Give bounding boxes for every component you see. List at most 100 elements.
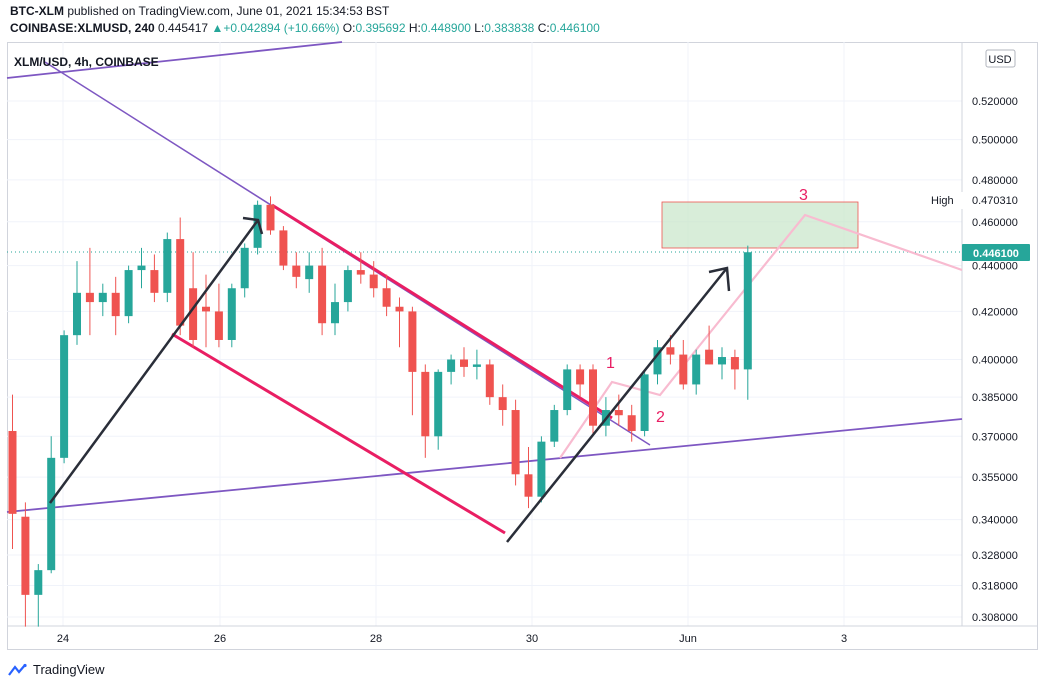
close-value: 0.446100 [549, 21, 600, 35]
candle-body[interactable] [111, 292, 120, 317]
arrow-head-2-icon [708, 266, 731, 292]
open-value: 0.395692 [355, 21, 406, 35]
candle-body[interactable] [408, 311, 417, 372]
x-tick-label: 26 [214, 633, 226, 645]
candle-body[interactable] [614, 410, 623, 416]
candle-body[interactable] [137, 265, 146, 271]
candle-body[interactable] [85, 292, 94, 303]
candle-body[interactable] [730, 357, 739, 370]
annotation-2: 2 [656, 409, 665, 426]
candle-body[interactable] [718, 357, 726, 365]
y-tick-label: 0.355000 [972, 472, 1018, 484]
candle-body[interactable] [292, 265, 301, 277]
candle-body[interactable] [124, 270, 133, 317]
chart-frame[interactable] [7, 42, 1038, 650]
arrow-line-1[interactable] [48, 219, 260, 504]
candle-body[interactable] [176, 239, 185, 326]
chart-title: XLM/USD, 4h, COINBASE [14, 55, 159, 69]
channel-upper-line[interactable] [271, 203, 613, 420]
candle-body[interactable] [47, 457, 56, 571]
high-value: 0.448900 [420, 21, 471, 35]
candle-body[interactable] [266, 204, 275, 231]
annotation-3: 3 [799, 187, 808, 204]
arrow-line-2[interactable] [506, 267, 728, 543]
candle-body[interactable] [576, 369, 585, 385]
candle-body[interactable] [227, 288, 236, 340]
candle-body[interactable] [369, 274, 378, 289]
candle-body[interactable] [692, 354, 701, 385]
candle-body[interactable] [8, 430, 17, 514]
candle-body[interactable] [498, 397, 507, 411]
candle-body[interactable] [98, 292, 107, 303]
grid [7, 42, 962, 626]
candle-body[interactable] [34, 570, 43, 595]
high-label: H: [408, 21, 421, 35]
candle-body[interactable] [666, 347, 675, 355]
candle-body[interactable] [21, 516, 30, 595]
candle-body[interactable] [240, 247, 249, 289]
candle-body[interactable] [511, 410, 520, 475]
candle-body[interactable] [305, 265, 314, 280]
last-price-value: 0.446100 [973, 248, 1019, 260]
x-tick-label: Jun [679, 633, 697, 645]
candle-body[interactable] [202, 306, 210, 312]
candle-body[interactable] [485, 364, 494, 398]
candle-body[interactable] [331, 302, 339, 324]
currency-label: USD [988, 54, 1011, 66]
candle-body[interactable] [447, 359, 456, 372]
candle-body[interactable] [356, 270, 365, 275]
candle-body[interactable] [395, 306, 404, 312]
change-value: +0.042894 (+10.66%) [223, 21, 340, 35]
candle-body[interactable] [589, 369, 597, 426]
low-value: 0.383838 [484, 21, 535, 35]
publisher-name[interactable]: BTC-XLM [10, 4, 64, 18]
candle-body[interactable] [150, 270, 159, 293]
time-axis[interactable]: 24 26 28 30 Jun 3 [57, 633, 847, 645]
candle-body[interactable] [743, 252, 752, 370]
y-tick-label: 0.308000 [972, 612, 1018, 624]
y-tick-label: 0.480000 [972, 175, 1018, 187]
candle-body[interactable] [214, 311, 223, 340]
candle-body[interactable] [563, 369, 572, 411]
y-tick-label: 0.340000 [972, 515, 1018, 527]
candle-body[interactable] [472, 364, 481, 367]
y-tick-label: 0.385000 [972, 392, 1018, 404]
candle-body[interactable] [253, 204, 262, 248]
y-tick-label: 0.318000 [972, 581, 1018, 593]
candle-body[interactable] [653, 347, 662, 375]
channel-lower-line[interactable] [171, 332, 506, 535]
candle-body[interactable] [460, 359, 468, 367]
candle-body[interactable] [550, 410, 559, 442]
candle-body[interactable] [279, 230, 288, 266]
candle-body[interactable] [318, 265, 327, 324]
high-tag-label: High [931, 195, 954, 207]
candle-body[interactable] [60, 335, 69, 458]
candle-body[interactable] [705, 349, 714, 365]
brand-name[interactable]: TradingView [33, 662, 105, 677]
candle-body[interactable] [537, 441, 546, 497]
ohlc-legend: COINBASE:XLMUSD, 240 0.445417 ▲+0.042894… [10, 21, 600, 35]
candle-body[interactable] [382, 288, 391, 307]
candle-body[interactable] [640, 374, 649, 431]
candle-body[interactable] [189, 288, 198, 340]
candle-body[interactable] [343, 270, 352, 303]
candle-body[interactable] [421, 371, 430, 437]
y-tick-label: 0.328000 [972, 550, 1018, 562]
candle-body[interactable] [679, 354, 688, 385]
candle-body[interactable] [524, 474, 533, 497]
projection-path[interactable] [559, 213, 963, 459]
y-tick-label: 0.440000 [972, 261, 1018, 273]
candle-body[interactable] [434, 371, 443, 437]
candle-body[interactable] [163, 239, 172, 293]
tradingview-logo-icon [8, 663, 27, 676]
support-trend-line[interactable] [6, 418, 963, 513]
currency-badge[interactable] [985, 49, 1016, 68]
price-axis[interactable]: 0.520000 0.500000 0.480000 0.460000 0.440000… [972, 96, 1018, 624]
candle-body[interactable] [73, 292, 81, 336]
y-tick-label: 0.400000 [972, 354, 1018, 366]
target-zone[interactable] [661, 201, 859, 249]
candle-body[interactable] [627, 415, 636, 431]
high-tag-value: 0.470310 [972, 195, 1018, 207]
upper-trend-line[interactable] [6, 41, 343, 79]
